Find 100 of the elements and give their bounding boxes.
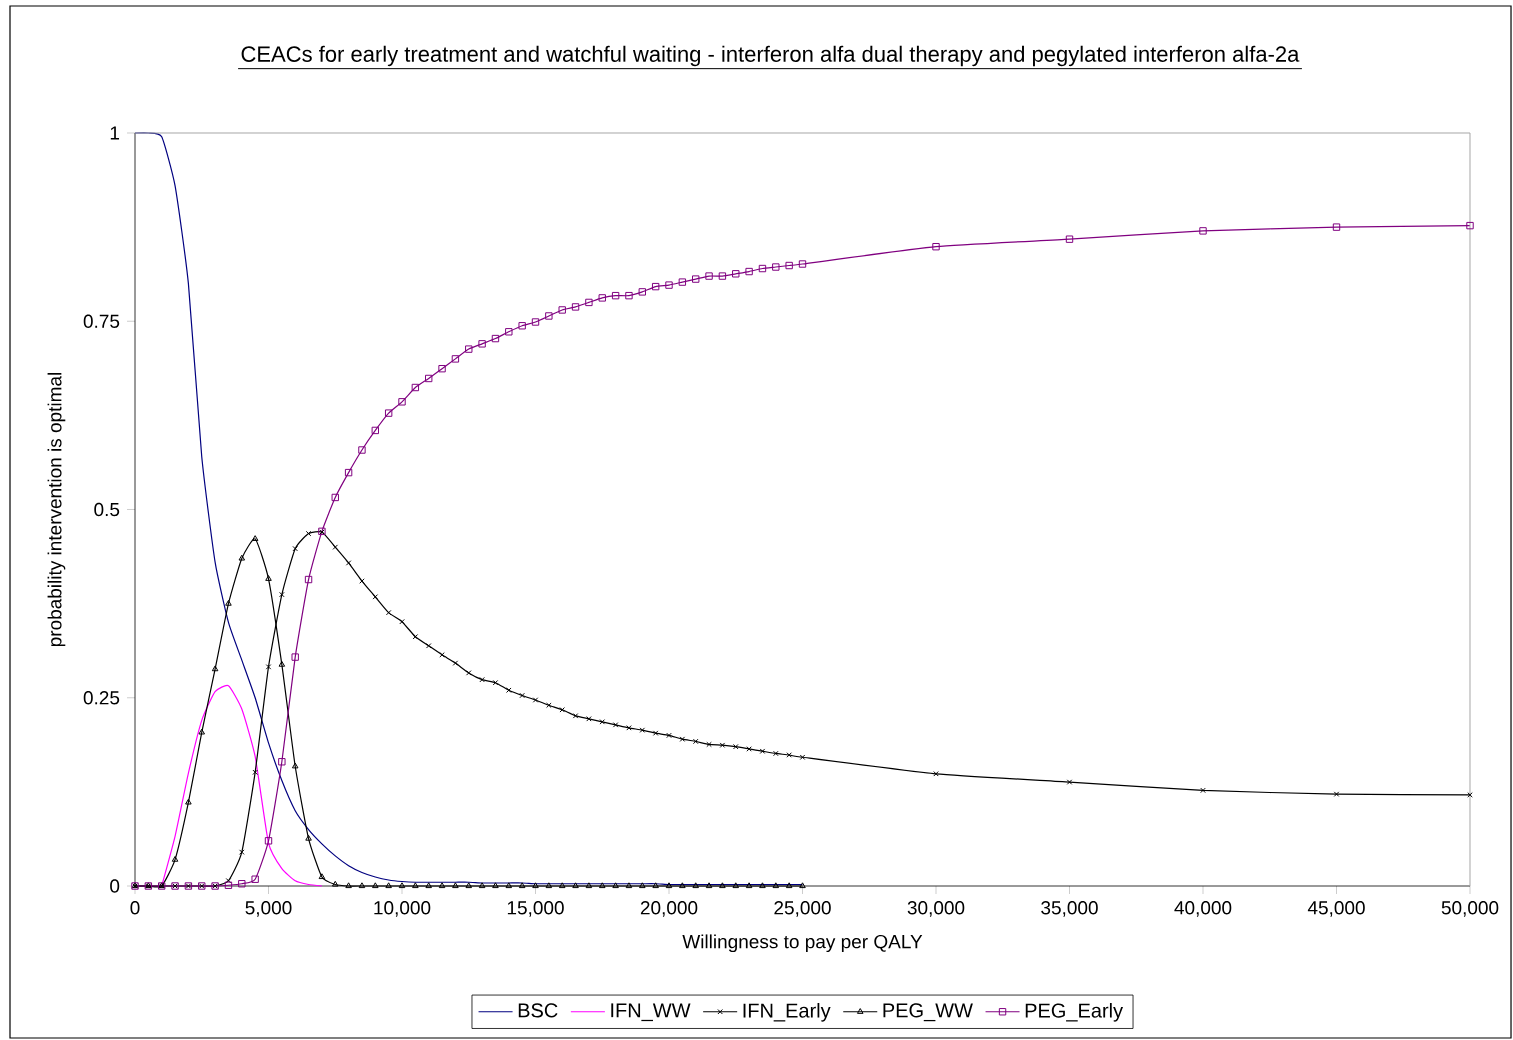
- point: [345, 882, 352, 889]
- point: [798, 260, 807, 268]
- point: [718, 272, 727, 280]
- point: [1332, 223, 1341, 231]
- point: [344, 468, 353, 477]
- point: [559, 707, 565, 713]
- point: [599, 719, 606, 725]
- point: [1065, 235, 1074, 243]
- point: [465, 345, 473, 353]
- point: [291, 762, 299, 769]
- point: [479, 676, 485, 683]
- point: [465, 670, 472, 676]
- point: [425, 882, 432, 889]
- point: [252, 769, 258, 776]
- point: [531, 318, 540, 326]
- point: [651, 282, 660, 291]
- point: [532, 697, 539, 703]
- point: [679, 736, 686, 742]
- point: [1066, 779, 1073, 785]
- point: [532, 882, 539, 889]
- point: [279, 591, 285, 598]
- point: [626, 725, 632, 731]
- point: [772, 263, 780, 271]
- point: [706, 741, 712, 748]
- point: [611, 291, 620, 300]
- point: [1199, 227, 1207, 235]
- point: [772, 882, 780, 889]
- point: [692, 738, 699, 745]
- point: [371, 426, 379, 435]
- point: [331, 880, 339, 887]
- point: [666, 732, 672, 739]
- point: [758, 264, 767, 273]
- point: [465, 882, 473, 889]
- point: [384, 409, 393, 417]
- point: [625, 882, 633, 889]
- point: [491, 334, 500, 343]
- point: [398, 882, 406, 889]
- point: [239, 849, 245, 855]
- point: [1467, 792, 1473, 798]
- point: [251, 875, 259, 883]
- point: [759, 882, 766, 889]
- point: [519, 692, 525, 699]
- point: [171, 855, 179, 862]
- point: [265, 664, 272, 670]
- point: [639, 727, 646, 733]
- point: [799, 882, 806, 889]
- point: [478, 882, 486, 889]
- point: [478, 340, 486, 348]
- x-tick-label: 0: [130, 901, 140, 915]
- point: [385, 882, 392, 889]
- point: [399, 618, 405, 625]
- x-axis-title: Willingness to pay per QALY: [682, 934, 923, 953]
- point: [492, 679, 499, 686]
- point: [546, 702, 552, 709]
- point: [612, 722, 619, 728]
- point: [746, 746, 752, 752]
- legend-label: PEG_WW: [883, 1003, 973, 1022]
- point: [278, 660, 286, 667]
- point: [372, 594, 379, 600]
- x-tick-label: 25,000: [774, 901, 831, 917]
- x-tick-label: 40,000: [1174, 901, 1232, 917]
- point: [505, 882, 513, 889]
- point: [705, 882, 713, 889]
- point: [291, 653, 299, 661]
- point: [385, 609, 392, 616]
- point: [625, 291, 633, 300]
- x-tick-label: 45,000: [1307, 901, 1365, 917]
- point: [545, 882, 553, 889]
- point: [598, 882, 606, 889]
- y-tick-label: 0.25: [83, 691, 120, 705]
- point: [585, 882, 593, 889]
- point: [305, 530, 312, 537]
- point: [452, 660, 459, 666]
- point: [638, 288, 646, 296]
- y-tick-label: 0: [110, 879, 120, 893]
- x-tick-label: 50,000: [1441, 901, 1499, 917]
- x-tick-label: 5,000: [245, 901, 292, 917]
- point: [799, 754, 806, 760]
- point: [612, 882, 619, 889]
- point: [425, 374, 433, 383]
- x-tick-label: 10,000: [374, 901, 431, 917]
- point: [305, 834, 312, 841]
- point: [598, 294, 606, 302]
- point: [292, 545, 298, 552]
- point: [411, 383, 420, 392]
- point: [251, 535, 259, 541]
- point: [732, 270, 740, 278]
- legend-label: IFN_Early: [743, 1003, 831, 1022]
- point: [265, 575, 272, 581]
- point: [571, 303, 580, 311]
- point: [518, 882, 526, 889]
- x-tick-label: 35,000: [1041, 901, 1098, 917]
- point: [452, 882, 459, 889]
- point: [451, 355, 460, 363]
- point: [318, 873, 326, 880]
- point: [1200, 787, 1206, 794]
- point: [264, 837, 273, 845]
- y-tick-label: 0.5: [94, 502, 120, 517]
- point: [224, 881, 233, 889]
- point: [572, 882, 579, 889]
